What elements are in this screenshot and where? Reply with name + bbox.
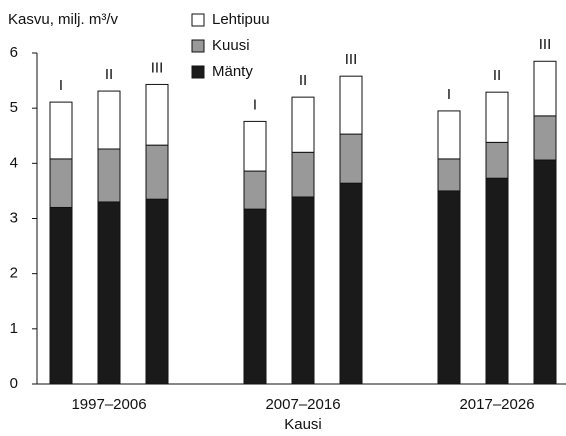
x-axis-label: Kausi — [284, 416, 322, 433]
y-axis-label: Kasvu, milj. m³/v — [8, 11, 119, 28]
bar-segment — [243, 120, 267, 172]
legend-swatch — [191, 39, 205, 53]
y-tick-label: 0 — [10, 375, 18, 392]
bar-label: II — [299, 72, 307, 89]
bar-segment — [485, 177, 509, 385]
bar-segment — [437, 110, 461, 160]
bar-segment — [437, 158, 461, 192]
y-tick-label: 5 — [10, 99, 18, 116]
bar-segment — [339, 133, 363, 184]
bar-segment — [145, 198, 169, 385]
y-tick-label: 6 — [10, 44, 18, 61]
bar-label: III — [151, 59, 164, 76]
bar-label: I — [59, 77, 63, 94]
bar-segment — [49, 101, 73, 160]
legend-swatch — [191, 13, 205, 27]
bar-label: III — [345, 51, 358, 68]
y-tick-label: 3 — [10, 209, 18, 226]
bar-segment — [339, 75, 363, 135]
legend-label: Mänty — [212, 63, 253, 80]
bar-label: III — [539, 36, 552, 53]
x-tick-label: 2007–2016 — [265, 396, 340, 413]
bar-segment — [49, 158, 73, 208]
y-tick-label: 1 — [10, 320, 18, 337]
bar-segment — [145, 144, 169, 200]
bar-segment — [533, 115, 557, 161]
legend-swatch — [191, 65, 205, 79]
bar-segment — [485, 91, 509, 143]
y-tick-label: 4 — [10, 154, 18, 171]
bar-segment — [437, 190, 461, 385]
bar-label: I — [447, 86, 451, 103]
legend-label: Kuusi — [212, 37, 250, 54]
bar-segment — [485, 141, 509, 179]
legend-label: Lehtipuu — [212, 11, 270, 28]
bar-segment — [291, 196, 315, 385]
y-tick-label: 2 — [10, 265, 18, 282]
bar-segment — [291, 151, 315, 198]
bar-segment — [243, 170, 267, 210]
bar-segment — [97, 90, 121, 150]
bar-label: II — [493, 67, 501, 84]
bar-segment — [97, 148, 121, 203]
bar-segment — [533, 60, 557, 117]
bar-label: I — [253, 96, 257, 113]
bar-segment — [243, 208, 267, 385]
bar-segment — [97, 201, 121, 385]
bar-segment — [145, 83, 169, 146]
bar-segment — [533, 159, 557, 385]
bar-label: II — [105, 66, 113, 83]
x-tick-label: 1997–2006 — [71, 396, 146, 413]
bar-segment — [291, 96, 315, 153]
bar-segment — [49, 206, 73, 385]
bar-segment — [339, 182, 363, 385]
x-tick-label: 2017–2026 — [459, 396, 534, 413]
